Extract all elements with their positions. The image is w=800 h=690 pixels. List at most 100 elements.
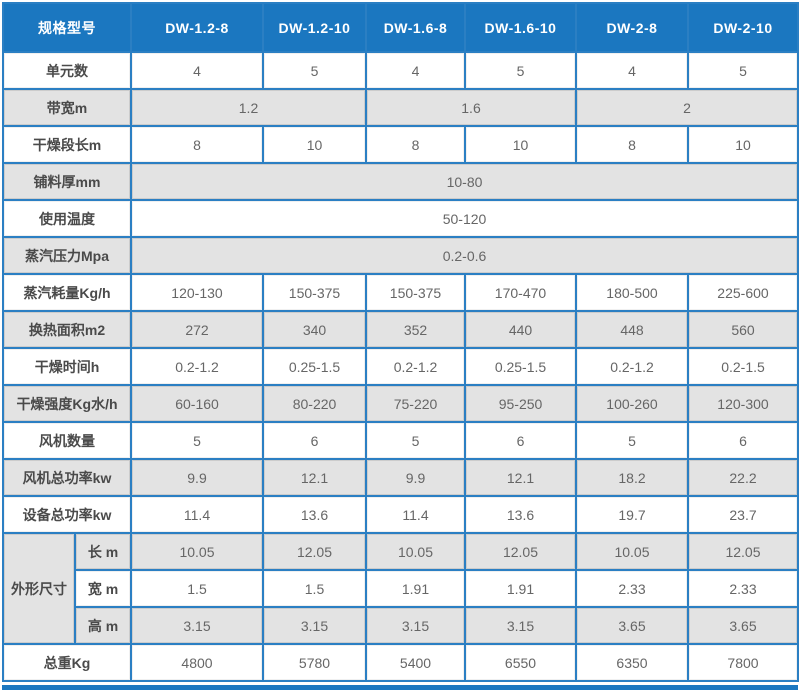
cell: 0.2-1.2 — [130, 347, 264, 386]
cell: 0.2-1.2 — [575, 347, 689, 386]
cell: 0.2-1.2 — [365, 347, 466, 386]
cell: 13.6 — [262, 495, 367, 534]
row-label: 设备总功率kw — [2, 495, 132, 534]
cell: 12.1 — [262, 458, 367, 497]
row-label: 带宽m — [2, 88, 132, 127]
row-steam-pressure: 蒸汽压力Mpa 0.2-0.6 — [2, 236, 799, 275]
cell: 5400 — [365, 643, 466, 682]
row-dimensions-height: 高 m 3.15 3.15 3.15 3.15 3.65 3.65 — [3, 606, 799, 645]
row-sublabel: 高 m — [74, 606, 132, 645]
cell: 180-500 — [575, 273, 689, 312]
cell: 10 — [262, 125, 367, 164]
cell: 6 — [262, 421, 367, 460]
row-label: 干燥时间h — [2, 347, 132, 386]
column-header-model-1: DW-1.2-8 — [130, 2, 264, 53]
cell: 12.1 — [464, 458, 577, 497]
cell: 1.5 — [262, 569, 367, 608]
cell: 0.2-0.6 — [130, 236, 799, 275]
cell: 3.65 — [687, 606, 799, 645]
cell: 10.05 — [130, 532, 264, 571]
cell: 3.15 — [365, 606, 466, 645]
header-row: 规格型号 DW-1.2-8 DW-1.2-10 DW-1.6-8 DW-1.6-… — [2, 2, 799, 53]
row-label: 干燥段长m — [2, 125, 132, 164]
cell: 448 — [575, 310, 689, 349]
row-drying-section-length: 干燥段长m 8 10 8 10 8 10 — [2, 125, 799, 164]
column-header-model-5: DW-2-8 — [575, 2, 689, 53]
cell: 2 — [575, 88, 799, 127]
row-drying-time: 干燥时间h 0.2-1.2 0.25-1.5 0.2-1.2 0.25-1.5 … — [2, 347, 799, 386]
row-total-weight: 总重Kg 4800 5780 5400 6550 6350 7800 — [2, 643, 799, 682]
cell: 23.7 — [687, 495, 799, 534]
cell: 8 — [130, 125, 264, 164]
row-operating-temperature: 使用温度 50-120 — [2, 199, 799, 238]
row-unit-count: 单元数 4 5 4 5 4 5 — [2, 51, 799, 90]
cell: 150-375 — [262, 273, 367, 312]
cell: 6 — [464, 421, 577, 460]
row-label: 风机总功率kw — [2, 458, 132, 497]
row-steam-consumption: 蒸汽耗量Kg/h 120-130 150-375 150-375 170-470… — [2, 273, 799, 312]
cell: 12.05 — [464, 532, 577, 571]
row-equipment-total-power: 设备总功率kw 11.4 13.6 11.4 13.6 19.7 23.7 — [2, 495, 799, 534]
cell: 3.65 — [575, 606, 689, 645]
cell: 9.9 — [130, 458, 264, 497]
cell: 3.15 — [262, 606, 367, 645]
cell: 10.05 — [365, 532, 466, 571]
cell: 10-80 — [130, 162, 799, 201]
cell: 19.7 — [575, 495, 689, 534]
cell: 2.33 — [687, 569, 799, 608]
cell: 7800 — [687, 643, 799, 682]
row-label: 换热面积m2 — [2, 310, 132, 349]
cell: 13.6 — [464, 495, 577, 534]
cell: 10 — [464, 125, 577, 164]
row-dimensions-width: 宽 m 1.5 1.5 1.91 1.91 2.33 2.33 — [3, 569, 799, 608]
row-label: 总重Kg — [2, 643, 132, 682]
cell: 60-160 — [130, 384, 264, 423]
row-material-thickness: 铺料厚mm 10-80 — [2, 162, 799, 201]
row-drying-intensity: 干燥强度Kg水/h 60-160 80-220 75-220 95-250 10… — [2, 384, 799, 423]
cell: 340 — [262, 310, 367, 349]
cell: 560 — [687, 310, 799, 349]
cell: 11.4 — [365, 495, 466, 534]
cell: 22.2 — [687, 458, 799, 497]
bottom-accent-bar — [2, 685, 798, 690]
cell: 12.05 — [687, 532, 799, 571]
cell: 6350 — [575, 643, 689, 682]
row-label: 使用温度 — [2, 199, 132, 238]
cell: 225-600 — [687, 273, 799, 312]
row-label: 铺料厚mm — [2, 162, 132, 201]
cell: 5 — [687, 51, 799, 90]
cell: 120-300 — [687, 384, 799, 423]
cell: 440 — [464, 310, 577, 349]
column-header-model-6: DW-2-10 — [687, 2, 799, 53]
cell: 4 — [365, 51, 466, 90]
cell: 3.15 — [464, 606, 577, 645]
row-sublabel: 宽 m — [74, 569, 132, 608]
row-sublabel: 长 m — [74, 532, 132, 571]
cell: 12.05 — [262, 532, 367, 571]
row-fan-count: 风机数量 5 6 5 6 5 6 — [2, 421, 799, 460]
cell: 352 — [365, 310, 466, 349]
cell: 120-130 — [130, 273, 264, 312]
cell: 1.91 — [464, 569, 577, 608]
cell: 18.2 — [575, 458, 689, 497]
cell: 11.4 — [130, 495, 264, 534]
row-fan-total-power: 风机总功率kw 9.9 12.1 9.9 12.1 18.2 22.2 — [2, 458, 799, 497]
cell: 5 — [130, 421, 264, 460]
cell: 10 — [687, 125, 799, 164]
cell: 1.5 — [130, 569, 264, 608]
row-dimensions-length: 外形尺寸 长 m 10.05 12.05 10.05 12.05 10.05 1… — [2, 532, 799, 645]
cell: 80-220 — [262, 384, 367, 423]
row-label: 蒸汽耗量Kg/h — [2, 273, 132, 312]
row-label-overall-dimensions: 外形尺寸 — [2, 532, 76, 645]
row-label: 干燥强度Kg水/h — [2, 384, 132, 423]
cell: 0.25-1.5 — [464, 347, 577, 386]
cell: 150-375 — [365, 273, 466, 312]
cell: 5 — [464, 51, 577, 90]
cell: 10.05 — [575, 532, 689, 571]
column-header-model-3: DW-1.6-8 — [365, 2, 466, 53]
cell: 6550 — [464, 643, 577, 682]
cell: 8 — [575, 125, 689, 164]
cell: 8 — [365, 125, 466, 164]
